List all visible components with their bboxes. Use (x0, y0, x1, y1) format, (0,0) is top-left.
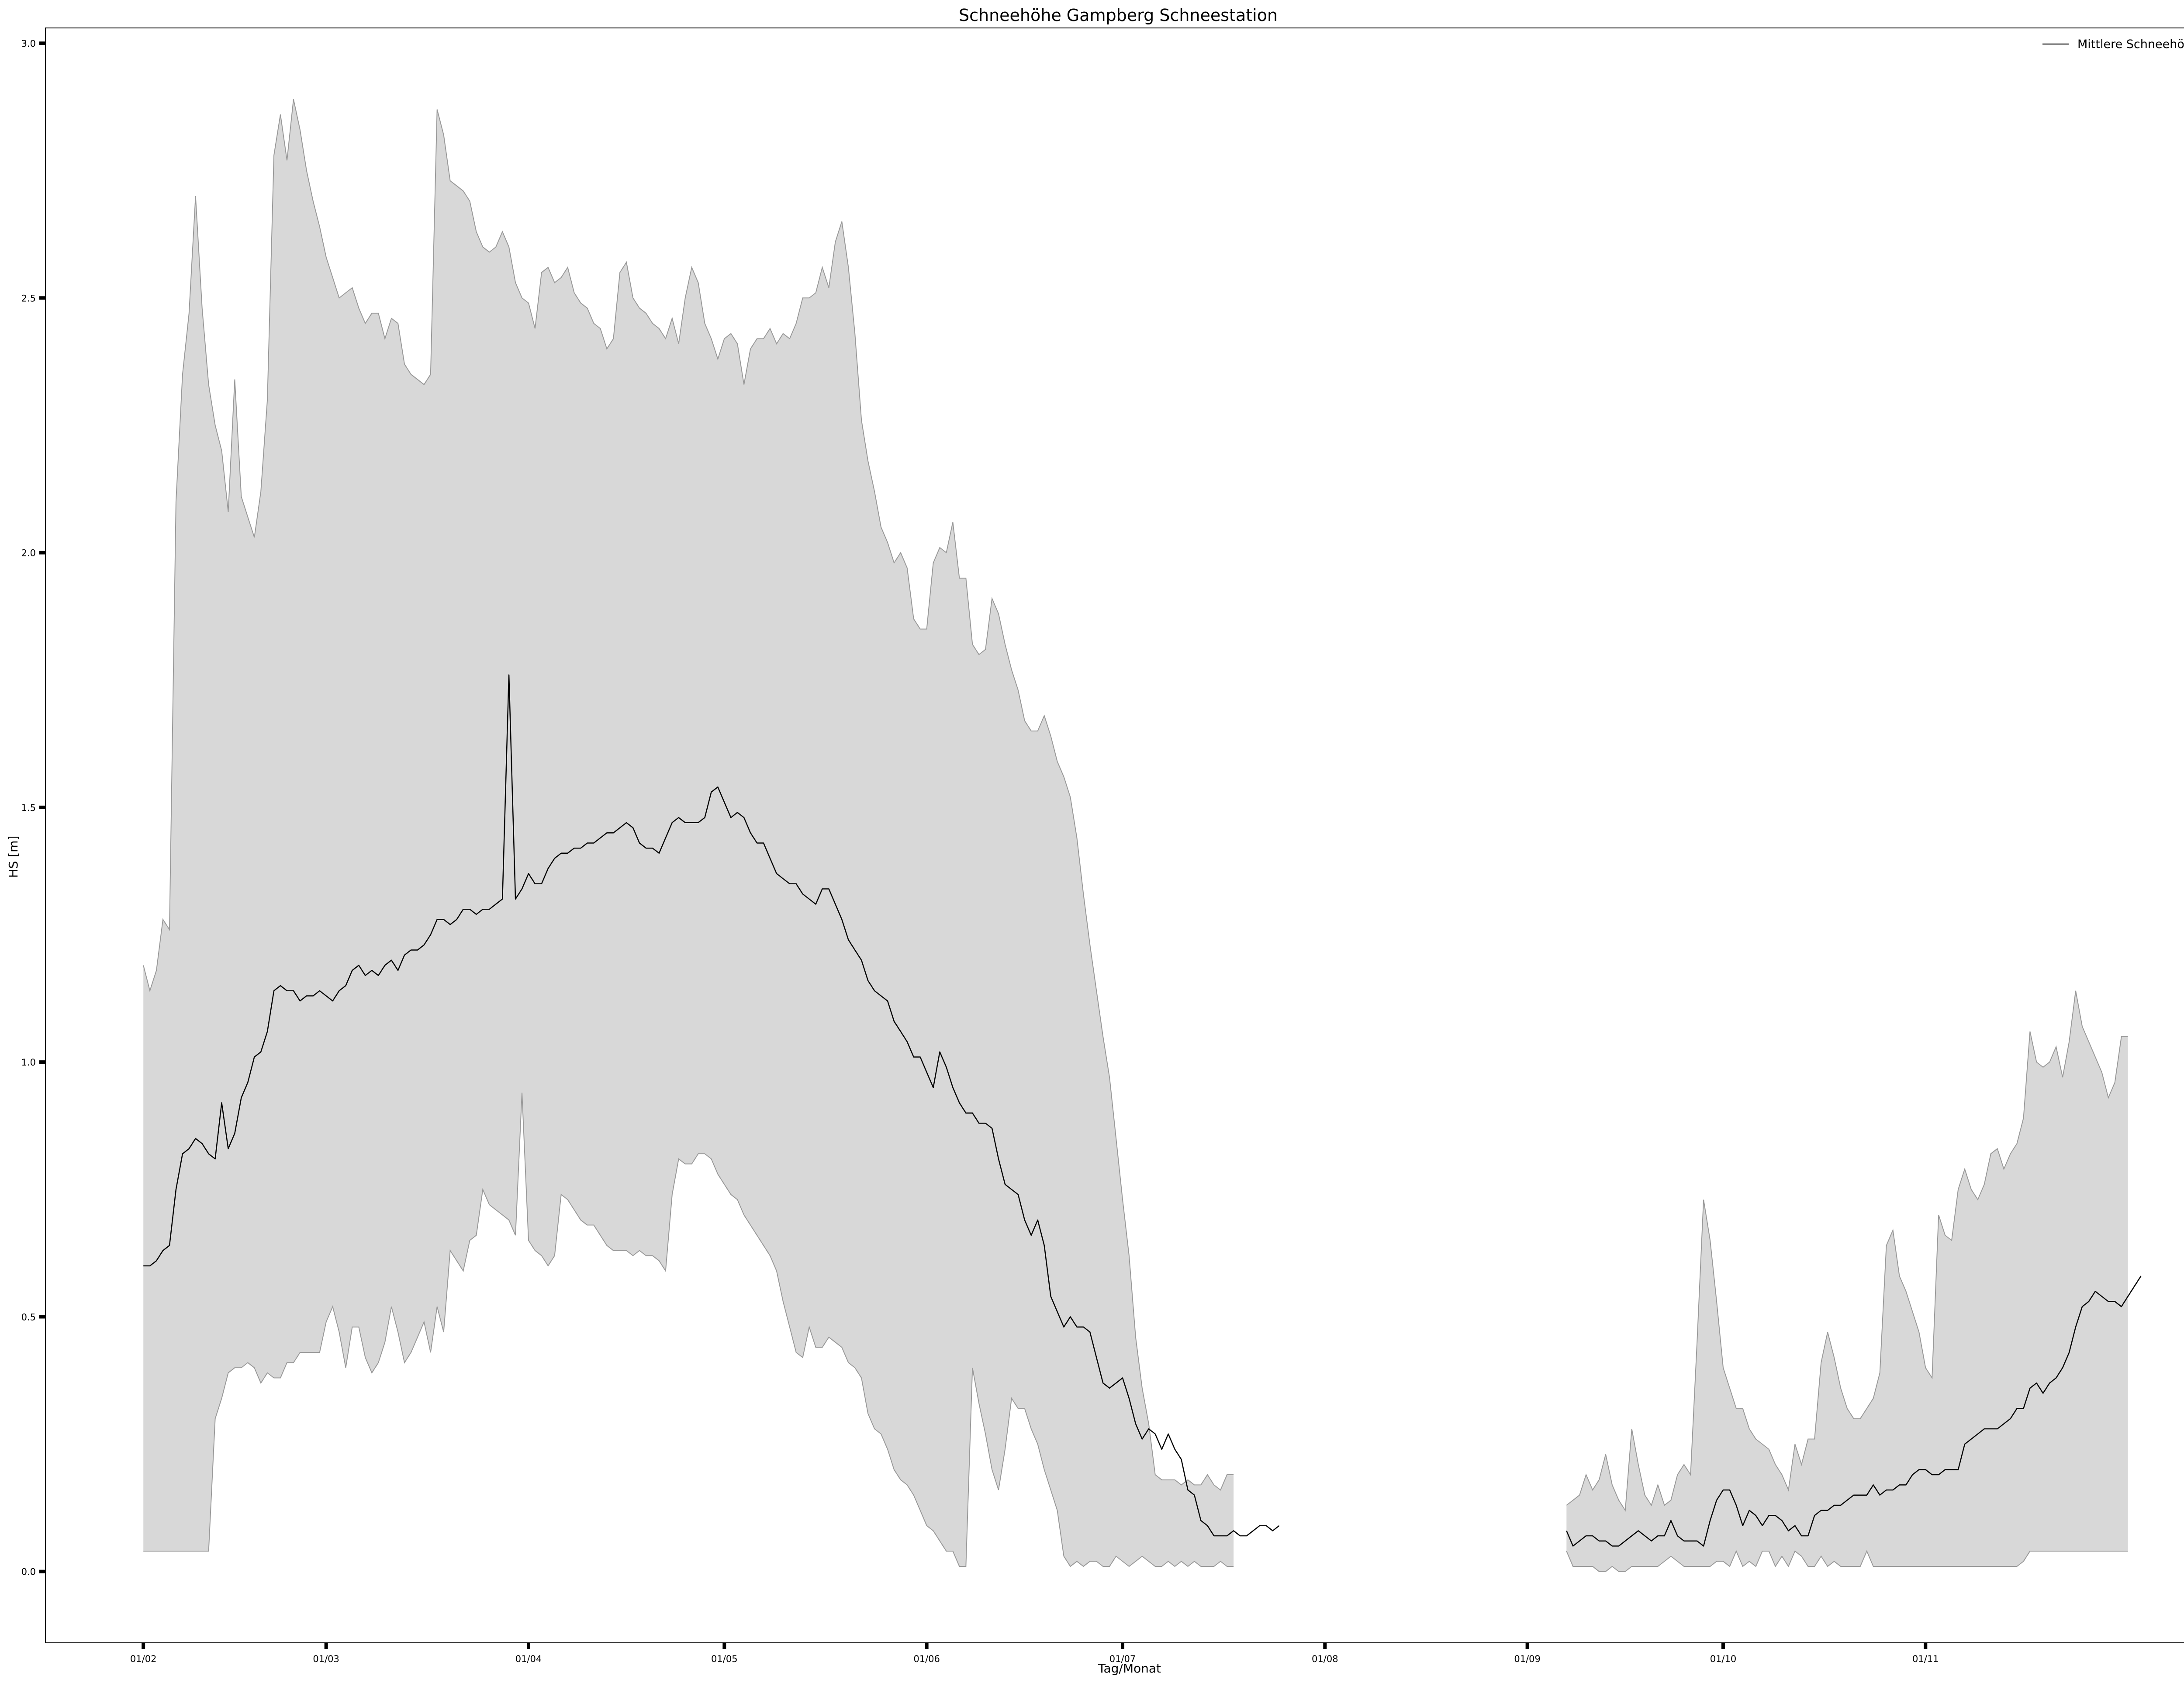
x-axis: 01/02 01/03 01/04 01/05 01/06 01/07 01/08 01/09… (130, 1643, 1939, 1664)
chart-title: Schneehöhe Gampberg Schneestation (959, 6, 1278, 25)
range-band-lower-edge-1 (143, 1093, 1234, 1567)
legend-label: Mittlere Schneehöhe (2077, 38, 2184, 51)
x-axis-label: Tag/Monat (1098, 1661, 1161, 1676)
mean-snow-depth-line-1 (143, 674, 1280, 1537)
y-axis-label: HS [m] (6, 836, 21, 878)
range-band-upper-edge-2 (1566, 990, 2128, 1512)
x-tick-label: 01/11 (1912, 1654, 1939, 1664)
line-layer (143, 674, 2142, 1547)
range-band-2 (1566, 990, 2128, 1572)
x-tick-label: 01/05 (711, 1654, 738, 1664)
range-band-upper-edge-1 (143, 99, 1234, 1491)
x-tick-label: 01/04 (515, 1654, 542, 1664)
x-tick-label: 01/06 (913, 1654, 940, 1664)
range-band-lower-edge-2 (1566, 1550, 2128, 1572)
y-axis: 0.0 0.5 1.0 1.5 2.0 2.5 3.0 (21, 38, 45, 1577)
range-band-1 (143, 99, 1234, 1566)
mean-snow-depth-line-2 (1566, 1276, 2142, 1547)
y-tick-label: 0.0 (21, 1567, 36, 1577)
y-tick-label: 3.0 (21, 38, 36, 49)
legend: Mittlere Schneehöhe (2042, 38, 2184, 51)
y-tick-label: 2.0 (21, 548, 36, 559)
y-tick-label: 1.5 (21, 803, 36, 813)
x-tick-label: 01/10 (1710, 1654, 1737, 1664)
x-tick-label: 01/08 (1312, 1654, 1338, 1664)
y-tick-label: 0.5 (21, 1312, 36, 1322)
x-tick-label: 01/03 (313, 1654, 339, 1664)
band-layer (143, 99, 2128, 1572)
x-tick-label: 01/09 (1514, 1654, 1541, 1664)
x-tick-label: 01/07 (1109, 1654, 1136, 1664)
y-tick-label: 2.5 (21, 293, 36, 303)
x-tick-label: 01/02 (130, 1654, 157, 1664)
y-tick-label: 1.0 (21, 1057, 36, 1068)
